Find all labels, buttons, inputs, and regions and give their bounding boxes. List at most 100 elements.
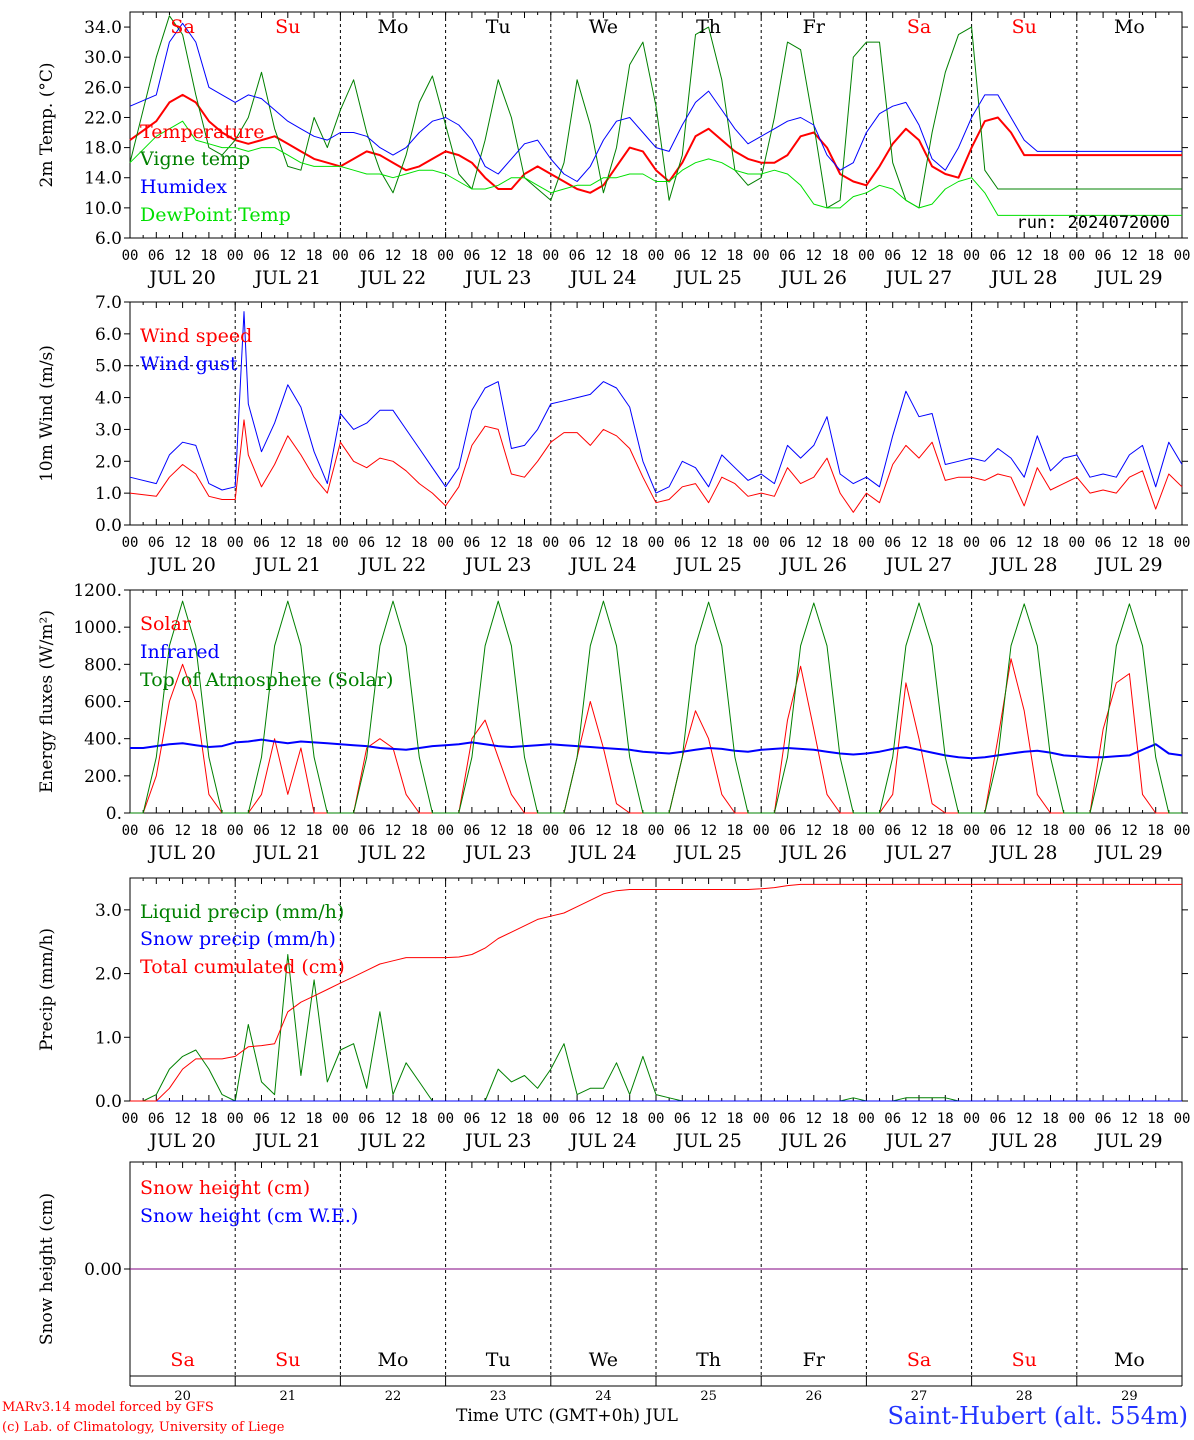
hour-tick-label: 12	[279, 248, 296, 264]
hour-tick-label: 18	[937, 535, 954, 551]
hour-tick-label: 18	[411, 1111, 428, 1127]
date-label: JUL 20	[147, 842, 215, 864]
date-label: JUL 23	[463, 554, 531, 576]
series-line	[129, 311, 1183, 494]
legend-entry: Snow height (cm W.E.)	[140, 1205, 358, 1227]
hour-tick-label: 06	[779, 535, 796, 551]
date-label: JUL 29	[1094, 554, 1162, 576]
day-number-label: 26	[806, 1389, 823, 1404]
hour-tick-label: 00	[332, 823, 349, 839]
hour-tick-label: 18	[832, 1111, 849, 1127]
hour-tick-label: 18	[832, 823, 849, 839]
hour-tick-label: 12	[911, 823, 928, 839]
day-number-label: 21	[280, 1389, 297, 1404]
y-tick-label: 800.	[84, 655, 122, 675]
hour-tick-label: 06	[674, 823, 691, 839]
weekday-label: Mo	[378, 16, 409, 38]
hour-tick-label: 00	[858, 535, 875, 551]
date-label: JUL 22	[358, 842, 426, 864]
hour-tick-label: 06	[674, 248, 691, 264]
date-label: JUL 25	[673, 842, 741, 864]
weekday-label: Tu	[486, 1349, 511, 1371]
hour-tick-label: 00	[858, 248, 875, 264]
hour-tick-label: 06	[358, 823, 375, 839]
hour-tick-label: 12	[700, 823, 717, 839]
legend-entry: Humidex	[140, 176, 227, 198]
station-title: Saint-Hubert (alt. 554m)	[887, 1402, 1188, 1430]
hour-tick-label: 06	[1095, 823, 1112, 839]
legend-entry: Wind speed	[140, 325, 252, 347]
y-tick-label: 3.0	[95, 901, 122, 921]
hour-tick-label: 00	[227, 248, 244, 264]
date-label: JUL 29	[1094, 267, 1162, 289]
lab-credit: (c) Lab. of Climatology, University of L…	[2, 1420, 285, 1435]
y-tick-label: 4.0	[95, 389, 122, 409]
hour-tick-label: 00	[122, 535, 139, 551]
series-line	[130, 600, 1182, 814]
date-label: JUL 27	[884, 842, 952, 864]
date-label: JUL 21	[253, 842, 321, 864]
hour-tick-label: 00	[648, 248, 665, 264]
hour-tick-label: 12	[385, 823, 402, 839]
date-label: JUL 28	[989, 267, 1057, 289]
hour-tick-label: 18	[306, 1111, 323, 1127]
date-label: JUL 26	[779, 267, 847, 289]
weekday-label: Su	[1012, 16, 1037, 38]
hour-tick-label: 12	[490, 248, 507, 264]
series-line	[129, 15, 1182, 209]
hour-tick-label: 00	[963, 823, 980, 839]
y-tick-label: 400.	[84, 730, 122, 750]
hour-tick-label: 12	[805, 248, 822, 264]
date-label: JUL 24	[568, 554, 636, 576]
hour-tick-label: 00	[437, 535, 454, 551]
weekday-label: Sa	[907, 1349, 931, 1371]
hour-tick-label: 18	[726, 823, 743, 839]
date-label: JUL 21	[253, 267, 321, 289]
y-tick-label: 18.0	[84, 139, 122, 159]
hour-tick-label: 18	[200, 248, 217, 264]
y-tick-label: 200.	[84, 767, 122, 787]
y-tick-label: 1.0	[95, 1028, 122, 1048]
hour-tick-label: 12	[1121, 535, 1138, 551]
hour-tick-label: 12	[1016, 248, 1033, 264]
y-tick-label: 6.0	[95, 229, 122, 249]
hour-tick-label: 00	[332, 535, 349, 551]
date-label: JUL 27	[884, 1130, 952, 1152]
hour-tick-label: 00	[122, 248, 139, 264]
hour-tick-label: 06	[884, 823, 901, 839]
hour-tick-label: 06	[253, 823, 270, 839]
hour-tick-label: 12	[1016, 1111, 1033, 1127]
weekday-label: Su	[275, 16, 300, 38]
date-label: JUL 23	[463, 267, 531, 289]
day-number-label: 29	[1121, 1389, 1138, 1404]
hour-tick-label: 06	[253, 535, 270, 551]
weekday-label: Mo	[1114, 1349, 1145, 1371]
weekday-label: Fr	[803, 16, 826, 38]
series-line	[130, 883, 1182, 1102]
date-label: JUL 20	[147, 554, 215, 576]
date-label: JUL 25	[673, 554, 741, 576]
hour-tick-label: 12	[1121, 1111, 1138, 1127]
date-label: JUL 23	[463, 1130, 531, 1152]
hour-tick-label: 06	[253, 248, 270, 264]
weekday-label: Fr	[803, 1349, 826, 1371]
date-label: JUL 22	[358, 267, 426, 289]
hour-tick-label: 12	[279, 823, 296, 839]
hour-tick-label: 06	[1095, 1111, 1112, 1127]
hour-tick-label: 06	[358, 535, 375, 551]
hour-tick-label: 00	[542, 823, 559, 839]
hour-tick-label: 12	[1016, 535, 1033, 551]
hour-tick-label: 00	[122, 1111, 139, 1127]
hour-tick-label: 06	[989, 535, 1006, 551]
hour-tick-label: 06	[569, 1111, 586, 1127]
hour-tick-label: 06	[463, 1111, 480, 1127]
hour-tick-label: 12	[1121, 823, 1138, 839]
y-tick-label: 14.0	[84, 169, 122, 189]
hour-tick-label: 00	[1068, 1111, 1085, 1127]
hour-tick-label: 18	[411, 823, 428, 839]
hour-tick-label: 00	[648, 535, 665, 551]
y-tick-label: 30.0	[84, 48, 122, 68]
series-line	[129, 22, 1182, 182]
date-label: JUL 25	[673, 267, 741, 289]
hour-tick-label: 12	[595, 248, 612, 264]
